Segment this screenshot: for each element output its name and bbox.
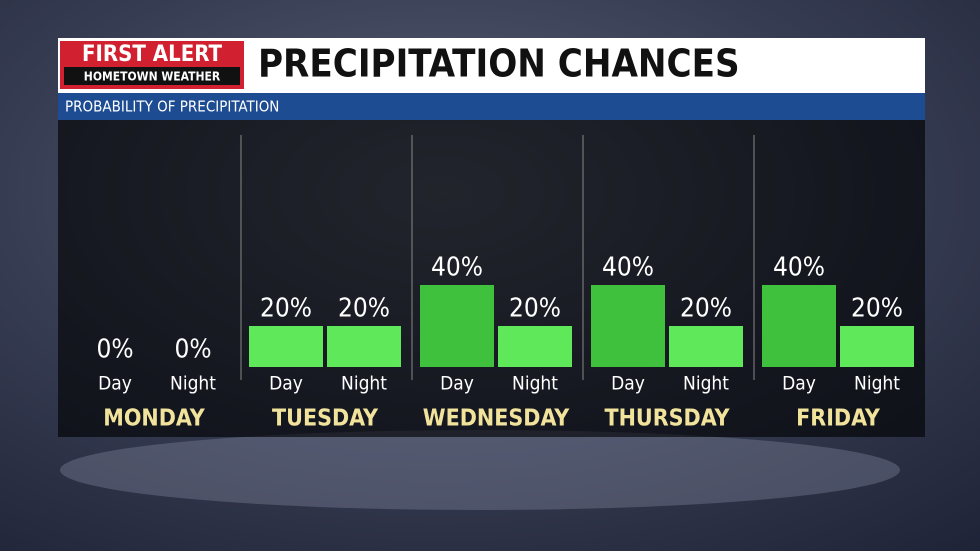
series-label: Day: [98, 373, 132, 395]
series-label: Night: [683, 373, 729, 395]
logo-strip: [64, 67, 240, 85]
value-label: 40%: [431, 253, 483, 283]
series-label: Night: [854, 373, 900, 395]
bar: [420, 285, 494, 367]
series-label: Night: [512, 373, 558, 395]
value-label: 0%: [174, 335, 211, 365]
bar: [249, 326, 323, 367]
bar: [762, 285, 836, 367]
category-label: WEDNESDAY: [423, 406, 571, 432]
chart-subtitle: PROBABILITY OF PRECIPITATION: [65, 98, 279, 116]
plot-panel: [58, 120, 925, 437]
value-label: 20%: [338, 294, 390, 324]
value-label: 20%: [260, 294, 312, 324]
value-label: 40%: [773, 253, 825, 283]
logo-subtitle: HOMETOWN WEATHER: [84, 70, 221, 84]
series-label: Night: [341, 373, 387, 395]
bar: [669, 326, 743, 367]
series-label: Day: [611, 373, 645, 395]
series-label: Day: [269, 373, 303, 395]
category-label: TUESDAY: [272, 406, 379, 432]
value-label: 20%: [509, 294, 561, 324]
bar: [840, 326, 914, 367]
value-label: 40%: [602, 253, 654, 283]
series-label: Day: [440, 373, 474, 395]
series-label: Night: [170, 373, 216, 395]
category-label: MONDAY: [103, 406, 205, 432]
bar: [498, 326, 572, 367]
value-label: 20%: [680, 294, 732, 324]
category-label: THURSDAY: [604, 406, 730, 432]
bar: [591, 285, 665, 367]
bar: [327, 326, 401, 367]
subtitle-bar: [58, 93, 925, 120]
chart-title: PRECIPITATION CHANCES: [258, 42, 740, 86]
background-glow: [60, 430, 900, 510]
logo-title: FIRST ALERT: [82, 42, 222, 67]
category-label: FRIDAY: [796, 406, 881, 432]
value-label: 0%: [96, 335, 133, 365]
value-label: 20%: [851, 294, 903, 324]
series-label: Day: [782, 373, 816, 395]
